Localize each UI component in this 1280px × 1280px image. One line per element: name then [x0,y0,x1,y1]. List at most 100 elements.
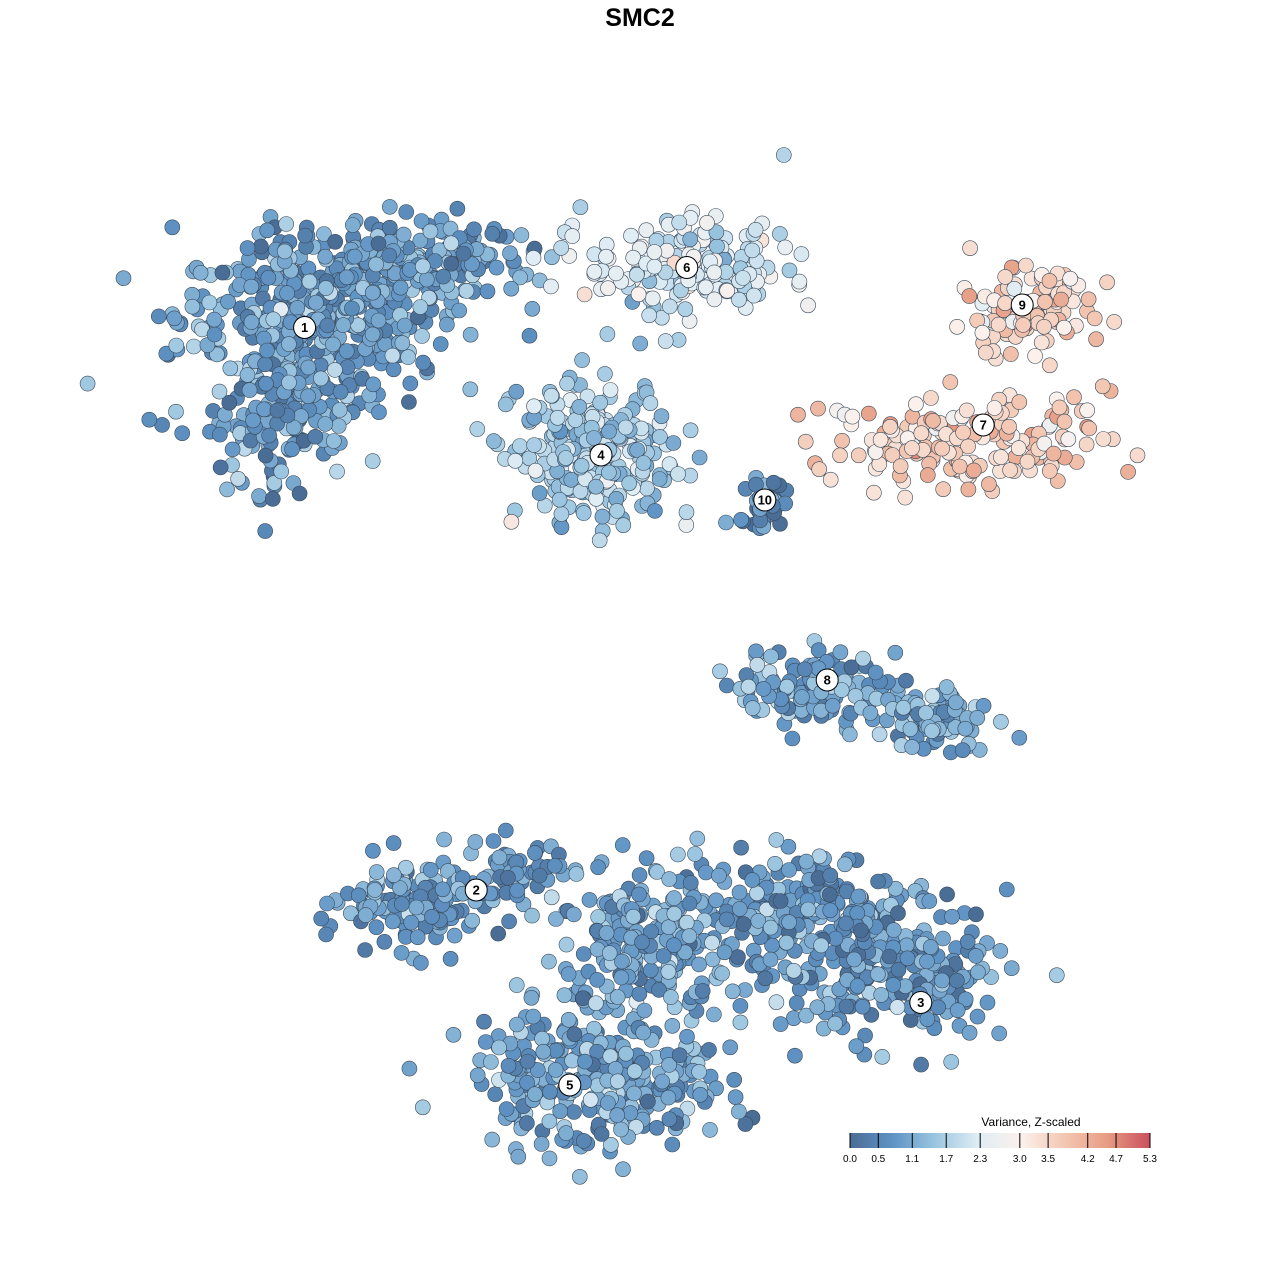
cell-point [635,455,652,471]
cell-point [1079,402,1095,419]
cell-point [560,1011,577,1028]
cell-point [939,886,955,903]
cell-point [630,286,647,303]
cell-point [1056,413,1073,430]
cell-point [677,944,693,961]
cell-point [651,471,668,487]
cell-point [737,1116,754,1132]
cell-point [800,297,816,314]
cell-point [469,1067,486,1084]
cell-point [934,972,950,989]
cell-point [791,273,808,290]
cell-point [566,1026,583,1042]
cell-point [822,471,839,488]
cell-point [484,226,501,242]
cell-point [636,1002,653,1019]
cell-point [889,999,906,1015]
cell-point [443,255,460,272]
cell-point [718,911,735,928]
cell-point [371,404,387,421]
cell-point [960,481,977,498]
cell-point [949,972,965,989]
cell-point [574,352,590,368]
cell-point [691,956,707,973]
cluster-label-4: 4 [589,443,613,467]
cell-point [319,895,335,912]
legend-tick-label: 0.5 [871,1154,885,1165]
cell-point [772,226,788,242]
cell-point [1080,291,1097,308]
cell-point [654,1073,671,1090]
cell-point [174,425,190,442]
cell-point [400,349,416,365]
cell-point [396,317,413,334]
cell-point [748,643,764,660]
cell-point [661,298,678,315]
cell-point [582,1092,599,1108]
cell-point [998,881,1015,898]
cell-point [289,300,306,316]
cell-point [781,262,798,279]
cell-point [850,888,867,905]
cell-point [300,359,317,376]
cell-point [609,1107,626,1123]
cell-point [577,1053,593,1070]
cell-point [1049,967,1065,984]
cell-point [589,972,606,988]
cell-point [586,430,602,446]
cell-point [959,933,976,950]
cell-point [935,481,952,498]
cell-point [424,908,440,925]
legend-tick-label: 4.7 [1109,1154,1123,1165]
cell-point [702,1122,718,1138]
cell-point [969,709,986,726]
cell-point [498,1101,515,1117]
cell-point [403,914,420,931]
cell-point [1036,318,1052,335]
cell-point [649,864,665,880]
cell-point [476,1013,492,1030]
cell-point [445,1027,462,1043]
cell-point [788,995,805,1011]
cell-point [870,966,886,983]
cell-point [558,936,575,953]
cell-point [418,271,435,288]
cell-point [329,463,345,480]
cell-point [221,394,238,411]
cell-point [364,326,381,343]
cell-point [414,258,431,275]
cell-point [1045,445,1062,462]
cell-point [1086,310,1103,327]
cell-point [384,347,401,364]
legend-tick-label: 3.0 [1013,1154,1027,1165]
cell-point [523,989,540,1006]
cell-point [997,269,1014,285]
cell-point [660,1089,677,1106]
cell-point [543,387,560,404]
cell-point [724,983,741,1000]
cluster-label-circle [293,316,317,339]
cell-point [325,433,342,449]
cell-point [212,459,229,476]
cell-point [824,697,841,714]
cell-point [651,982,667,998]
cell-point [960,438,976,455]
cell-point [381,199,398,215]
cell-point [527,1086,543,1102]
cell-point [898,672,914,689]
cell-point [621,475,638,492]
cell-point [392,880,408,896]
cell-point [256,401,272,418]
cell-point [957,991,974,1008]
cell-point [730,949,746,965]
cell-point [990,316,1007,333]
cell-point [265,311,282,328]
cell-point [567,412,584,428]
cluster-label-circle [558,1073,582,1097]
cell-point [646,258,663,275]
cell-point [648,1120,665,1136]
cell-point [913,425,930,442]
cell-point [768,994,785,1011]
cell-point [436,831,452,848]
cell-point [1002,462,1018,478]
